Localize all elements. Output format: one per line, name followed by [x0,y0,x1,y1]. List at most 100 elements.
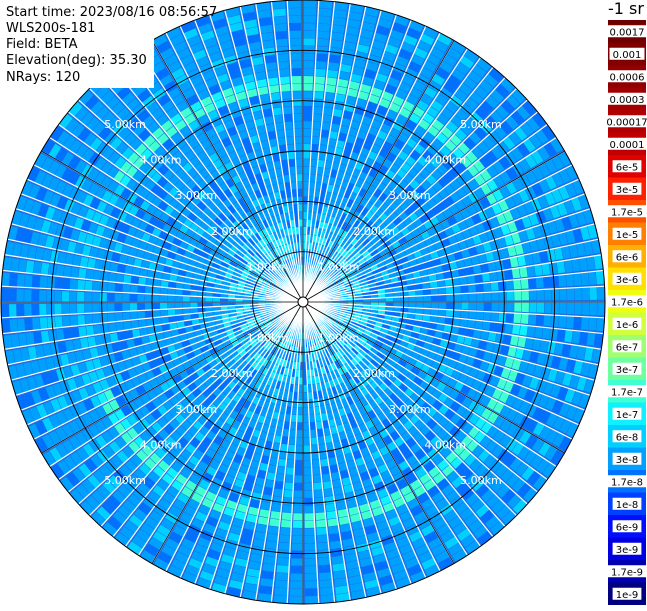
ppi-cell [423,479,436,491]
ppi-cell [554,342,564,355]
ppi-cell [414,234,424,243]
ppi-cell [482,272,491,282]
ppi-cell [431,302,439,309]
ppi-cell [547,341,557,354]
ppi-cell [538,441,552,457]
ppi-cell [196,89,210,101]
ppi-cell [345,316,353,321]
ppi-cell [359,277,367,283]
ppi-cell [255,389,264,399]
ppi-cell [514,302,522,312]
ppi-cell [169,274,178,282]
ppi-cell [260,328,268,335]
ppi-cell [350,358,359,366]
ppi-cell [502,488,516,504]
ppi-cell [303,422,310,430]
ppi-cell [270,259,277,267]
ppi-cell [325,503,336,512]
ppi-cell [434,265,443,273]
ppi-cell [262,330,270,338]
ppi-cell [519,324,528,336]
ppi-cell [441,331,451,340]
ppi-cell [230,410,239,420]
ppi-cell [267,77,279,86]
ppi-cell [238,247,247,255]
ppi-cell [35,420,48,436]
ppi-cell [275,322,282,329]
ppi-cell [329,259,336,267]
ppi-cell [334,277,342,283]
ppi-cell [377,520,390,531]
ppi-cell [24,318,33,332]
ppi-cell [499,302,507,312]
ppi-cell [237,388,246,397]
ppi-cell [143,135,156,148]
ppi-cell [246,366,255,375]
ppi-cell [551,302,560,314]
ppi-cell [303,204,308,212]
ppi-cell [558,356,569,371]
ppi-cell [516,105,531,120]
ppi-cell [47,160,61,176]
ppi-cell [289,38,302,46]
ppi-cell [271,449,280,459]
ppi-cell [60,476,75,492]
ppi-cell [205,227,215,236]
ppi-cell [106,217,117,229]
ppi-cell [588,271,597,285]
ppi-cell [571,330,581,344]
ppi-cell [349,402,358,412]
ppi-cell [351,248,359,257]
ppi-cell [394,245,404,254]
ppi-cell [373,325,382,331]
ppi-cell [239,349,247,358]
colorbar-label: 1.7e-6 [611,297,643,308]
ppi-cell [264,155,273,164]
ppi-cell [507,245,517,257]
ppi-cell [399,382,409,392]
ppi-cell [245,283,253,289]
ppi-cell [263,341,270,349]
ppi-cell [208,326,217,333]
ppi-cell [224,273,233,279]
ppi-cell [465,355,475,366]
ppi-cell [396,478,409,490]
ppi-cell [367,492,379,503]
ppi-cell [245,211,254,220]
ppi-cell [294,490,303,498]
ppi-cell [376,244,385,253]
ppi-cell [5,241,15,256]
ppi-cell [358,257,366,265]
ppi-cell [356,223,364,232]
ppi-cell [216,343,225,351]
ppi-cell [340,259,348,267]
ppi-cell [249,326,258,332]
ppi-cell [329,270,337,277]
ppi-cell [50,126,64,142]
ppi-cell [414,283,423,290]
ppi-cell [230,351,239,359]
ppi-cell [255,345,263,353]
ppi-cell [2,319,11,334]
ppi-cell [384,387,394,397]
ppi-cell [39,317,48,330]
ppi-cell [544,353,554,367]
ppi-cell [131,267,141,276]
ppi-cell [333,334,341,341]
ppi-cell [210,542,224,553]
ppi-cell [13,349,23,364]
ppi-cell [588,363,598,378]
ppi-cell [404,195,415,206]
ppi-cell [305,588,319,596]
ppi-cell [361,264,370,271]
ppi-cell [323,168,331,177]
ppi-cell [224,406,234,416]
ppi-cell [340,56,353,66]
ppi-cell [185,480,198,492]
ppi-cell [413,47,428,59]
ppi-cell [313,482,323,490]
ppi-cell [33,261,42,275]
ppi-cell [322,333,328,341]
ppi-cell [421,524,435,537]
ppi-cell [303,377,308,385]
